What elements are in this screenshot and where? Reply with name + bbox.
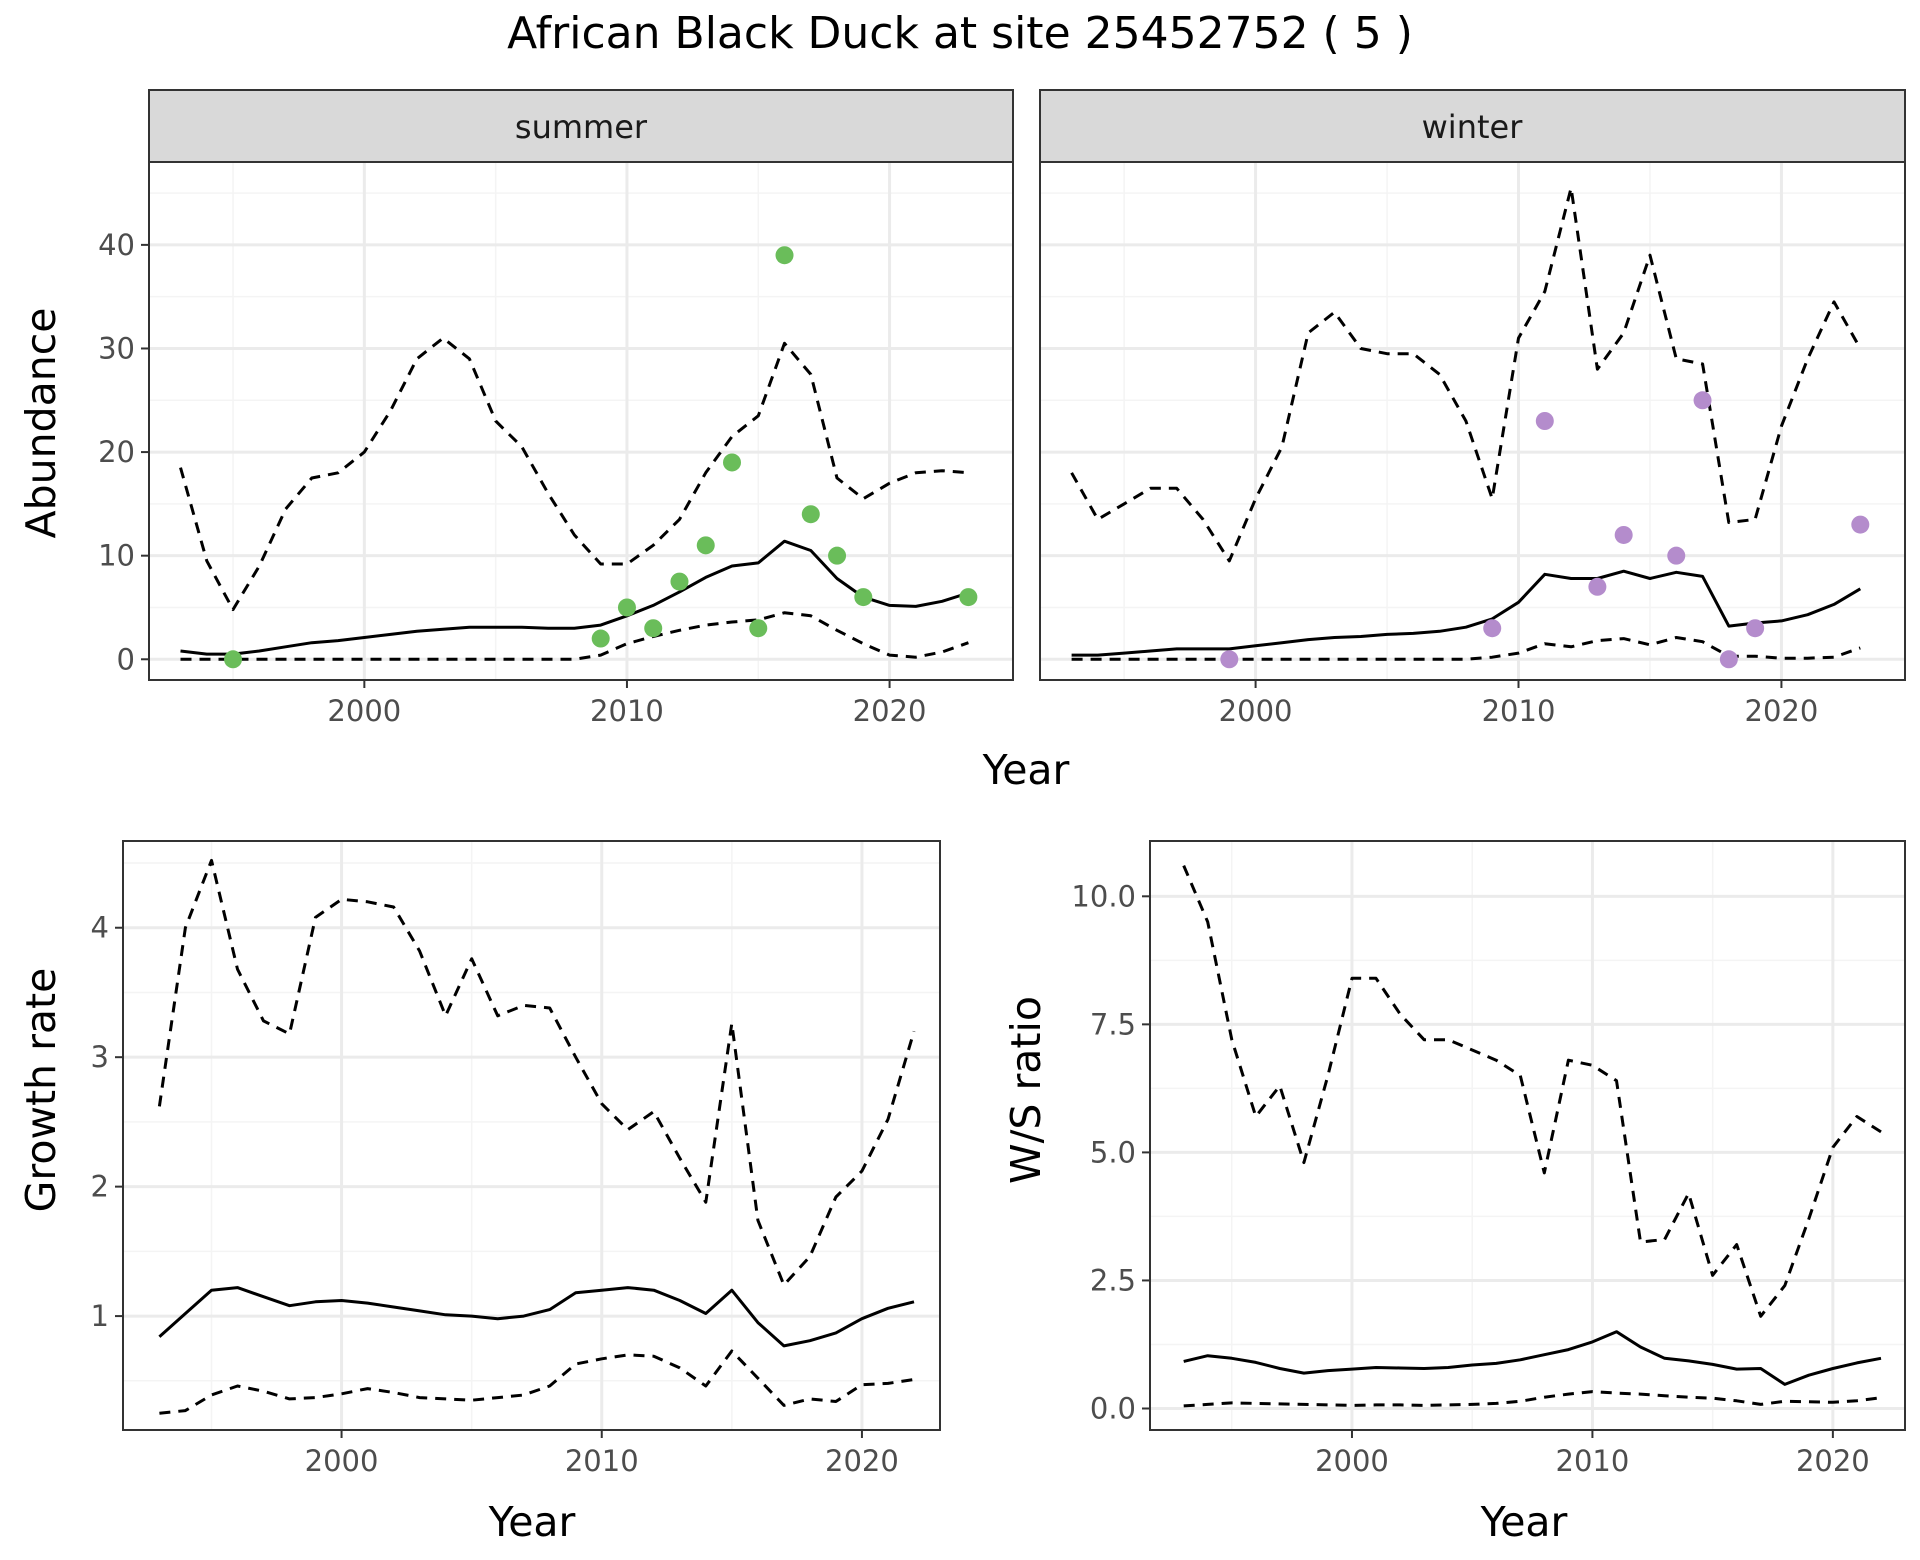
data-point — [801, 505, 820, 524]
data-point — [644, 619, 663, 638]
panel-summer: summer 2000 2010 2020 0 10 20 30 40 — [98, 89, 1014, 728]
data-point — [723, 453, 742, 472]
y-tick-label: 2.5 — [1090, 1263, 1136, 1297]
plot-winter: 2000 2010 2020 — [1039, 161, 1906, 728]
y-tick-label: 0.0 — [1090, 1391, 1136, 1425]
data-point — [1614, 525, 1633, 544]
data-point — [617, 598, 636, 617]
y-tick-label: 4 — [91, 911, 109, 945]
data-point — [749, 619, 768, 638]
series-line-mean — [1071, 569, 1862, 657]
y-tick-label: 5.0 — [1090, 1135, 1136, 1169]
y-tick-label: 0 — [117, 642, 135, 676]
x-tick-label: 2020 — [1796, 1444, 1870, 1478]
panel-ratio: 2000 2010 2020 0.0 2.5 5.0 7.5 10.0 Year W/S ra… — [1002, 840, 1906, 1546]
y-tick-label: 40 — [98, 228, 135, 262]
series-line-lower — [180, 611, 969, 661]
panel-growth: 2000 2010 2020 1 2 3 4 Year Growth rate — [17, 840, 941, 1546]
top-y-axis-title: Abundance — [17, 308, 65, 539]
x-tick-label: 2000 — [305, 1444, 379, 1478]
series-line-mean — [180, 539, 969, 656]
data-point — [775, 246, 794, 265]
x-tick-label: 2020 — [853, 694, 927, 728]
x-tick-label: 2000 — [1315, 1444, 1389, 1478]
data-point — [224, 650, 243, 669]
y-tick-label: 1 — [91, 1299, 109, 1333]
panel-border — [1149, 840, 1906, 1431]
panel-border — [1039, 161, 1906, 681]
top-x-axis-title: Year — [982, 746, 1070, 794]
series-line-upper — [1070, 186, 1862, 563]
plot-background — [123, 841, 940, 1430]
growth-x-axis-title: Year — [488, 1498, 576, 1546]
data-point — [670, 572, 689, 591]
series-line-lower — [1183, 1390, 1882, 1408]
data-point — [1483, 619, 1502, 638]
x-tick-label: 2020 — [825, 1444, 899, 1478]
series-line-mean — [1183, 1330, 1882, 1386]
plot-growth: 2000 2010 2020 1 2 3 4 — [91, 840, 941, 1478]
data-point — [828, 546, 847, 565]
strip-summer — [148, 89, 1014, 163]
x-tick-label: 2010 — [1556, 1444, 1630, 1478]
series-line-mean — [158, 1286, 915, 1348]
plot-background — [1040, 162, 1905, 680]
x-tick-label: 2010 — [1482, 694, 1556, 728]
data-point — [1746, 619, 1765, 638]
data-point — [1719, 650, 1738, 669]
series-line-upper — [1182, 865, 1882, 1318]
strip-label-winter: winter — [1422, 108, 1524, 146]
y-tick-label: 10.0 — [1071, 879, 1136, 913]
y-tick-label: 20 — [98, 435, 135, 469]
ratio-y-axis-title: W/S ratio — [1002, 996, 1050, 1184]
x-tick-label: 2000 — [327, 694, 401, 728]
panel-border — [148, 161, 1014, 681]
x-tick-label: 2010 — [565, 1444, 639, 1478]
y-tick-label: 10 — [98, 539, 135, 573]
data-point — [1667, 546, 1686, 565]
plot-summer: 2000 2010 2020 0 10 20 30 40 — [98, 161, 1014, 728]
series-line-upper — [179, 336, 969, 612]
data-point — [1220, 650, 1239, 669]
series-line-upper — [157, 858, 916, 1287]
y-tick-label: 30 — [98, 331, 135, 365]
panel-winter: winter 2000 2010 2020 — [1039, 89, 1906, 728]
strip-winter — [1039, 89, 1906, 163]
data-point — [854, 588, 873, 607]
chart-title: African Black Duck at site 25452752 ( 5 … — [507, 8, 1413, 59]
panel-border — [122, 840, 941, 1431]
data-point — [591, 629, 610, 648]
x-tick-label: 2000 — [1219, 694, 1293, 728]
y-tick-label: 2 — [91, 1170, 109, 1204]
data-point — [1535, 412, 1554, 430]
data-point — [696, 536, 715, 555]
ratio-x-axis-title: Year — [1480, 1498, 1568, 1546]
y-tick-label: 3 — [91, 1040, 109, 1074]
series-line-lower — [159, 1349, 915, 1415]
y-tick-label: 7.5 — [1090, 1007, 1136, 1041]
x-tick-label: 2010 — [590, 694, 664, 728]
growth-y-axis-title: Growth rate — [17, 968, 65, 1213]
data-point — [1851, 515, 1870, 534]
plot-ratio: 2000 2010 2020 0.0 2.5 5.0 7.5 10.0 — [1071, 840, 1906, 1478]
data-point — [959, 588, 978, 607]
data-point — [1693, 391, 1712, 410]
x-tick-label: 2020 — [1745, 694, 1819, 728]
strip-label-summer: summer — [515, 108, 648, 146]
plot-background — [1150, 841, 1905, 1430]
data-point — [1588, 577, 1607, 596]
